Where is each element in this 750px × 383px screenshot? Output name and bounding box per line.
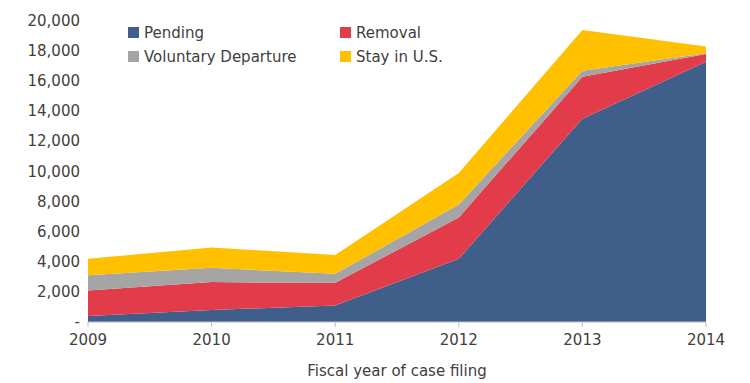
legend-swatch [128, 51, 139, 62]
x-tick [211, 322, 212, 327]
x-tick-label: 2012 [440, 331, 478, 349]
chart: 2009 2010 2011 2012 2013 2014 - 2,000 4,000 6,000… [0, 0, 750, 383]
x-tick-label: 2009 [69, 331, 107, 349]
y-tick [85, 81, 88, 82]
y-tick [85, 171, 88, 172]
x-tick-label: 2014 [687, 331, 725, 349]
area [88, 54, 706, 316]
legend-label: Stay in U.S. [356, 48, 443, 66]
legend-label: Removal [356, 24, 421, 42]
y-tick-label: 20,000 [28, 12, 81, 30]
y-tick [85, 201, 88, 202]
x-tick-label: 2011 [316, 331, 354, 349]
y-tick-label: 12,000 [28, 132, 81, 150]
x-tick [582, 322, 583, 327]
x-tick [335, 322, 336, 327]
y-tick-label: 2,000 [37, 283, 80, 301]
y-tick [85, 111, 88, 112]
legend-label: Voluntary Departure [144, 48, 296, 66]
plot-area [88, 30, 706, 322]
x-tick [88, 322, 89, 327]
y-tick-label: 16,000 [28, 72, 81, 90]
x-tick [458, 322, 459, 327]
x-tick-label: 2010 [193, 331, 231, 349]
x-tick-label: 2013 [563, 331, 601, 349]
y-tick [85, 261, 88, 262]
y-tick-label: 8,000 [37, 193, 80, 211]
x-tick [706, 322, 707, 327]
x-axis-label: Fiscal year of case filing [307, 362, 486, 380]
legend-label: Pending [144, 24, 204, 42]
y-tick-label: 4,000 [37, 253, 80, 271]
x-axis [88, 322, 706, 323]
y-tick [85, 51, 88, 52]
legend-swatch [340, 51, 351, 62]
y-tick [85, 322, 88, 323]
y-tick-label: 14,000 [28, 102, 81, 120]
legend-swatch [340, 27, 351, 38]
y-tick-label: 18,000 [28, 42, 81, 60]
legend-swatch [128, 27, 139, 38]
y-tick-label: - [75, 313, 80, 331]
y-tick [85, 231, 88, 232]
area [88, 30, 706, 275]
y-tick-label: 6,000 [37, 223, 80, 241]
legend: Pending Removal Voluntary Departure Stay in… [128, 24, 443, 66]
y-tick [85, 21, 88, 22]
y-tick [85, 291, 88, 292]
y-tick [85, 141, 88, 142]
y-tick-label: 10,000 [28, 163, 81, 181]
